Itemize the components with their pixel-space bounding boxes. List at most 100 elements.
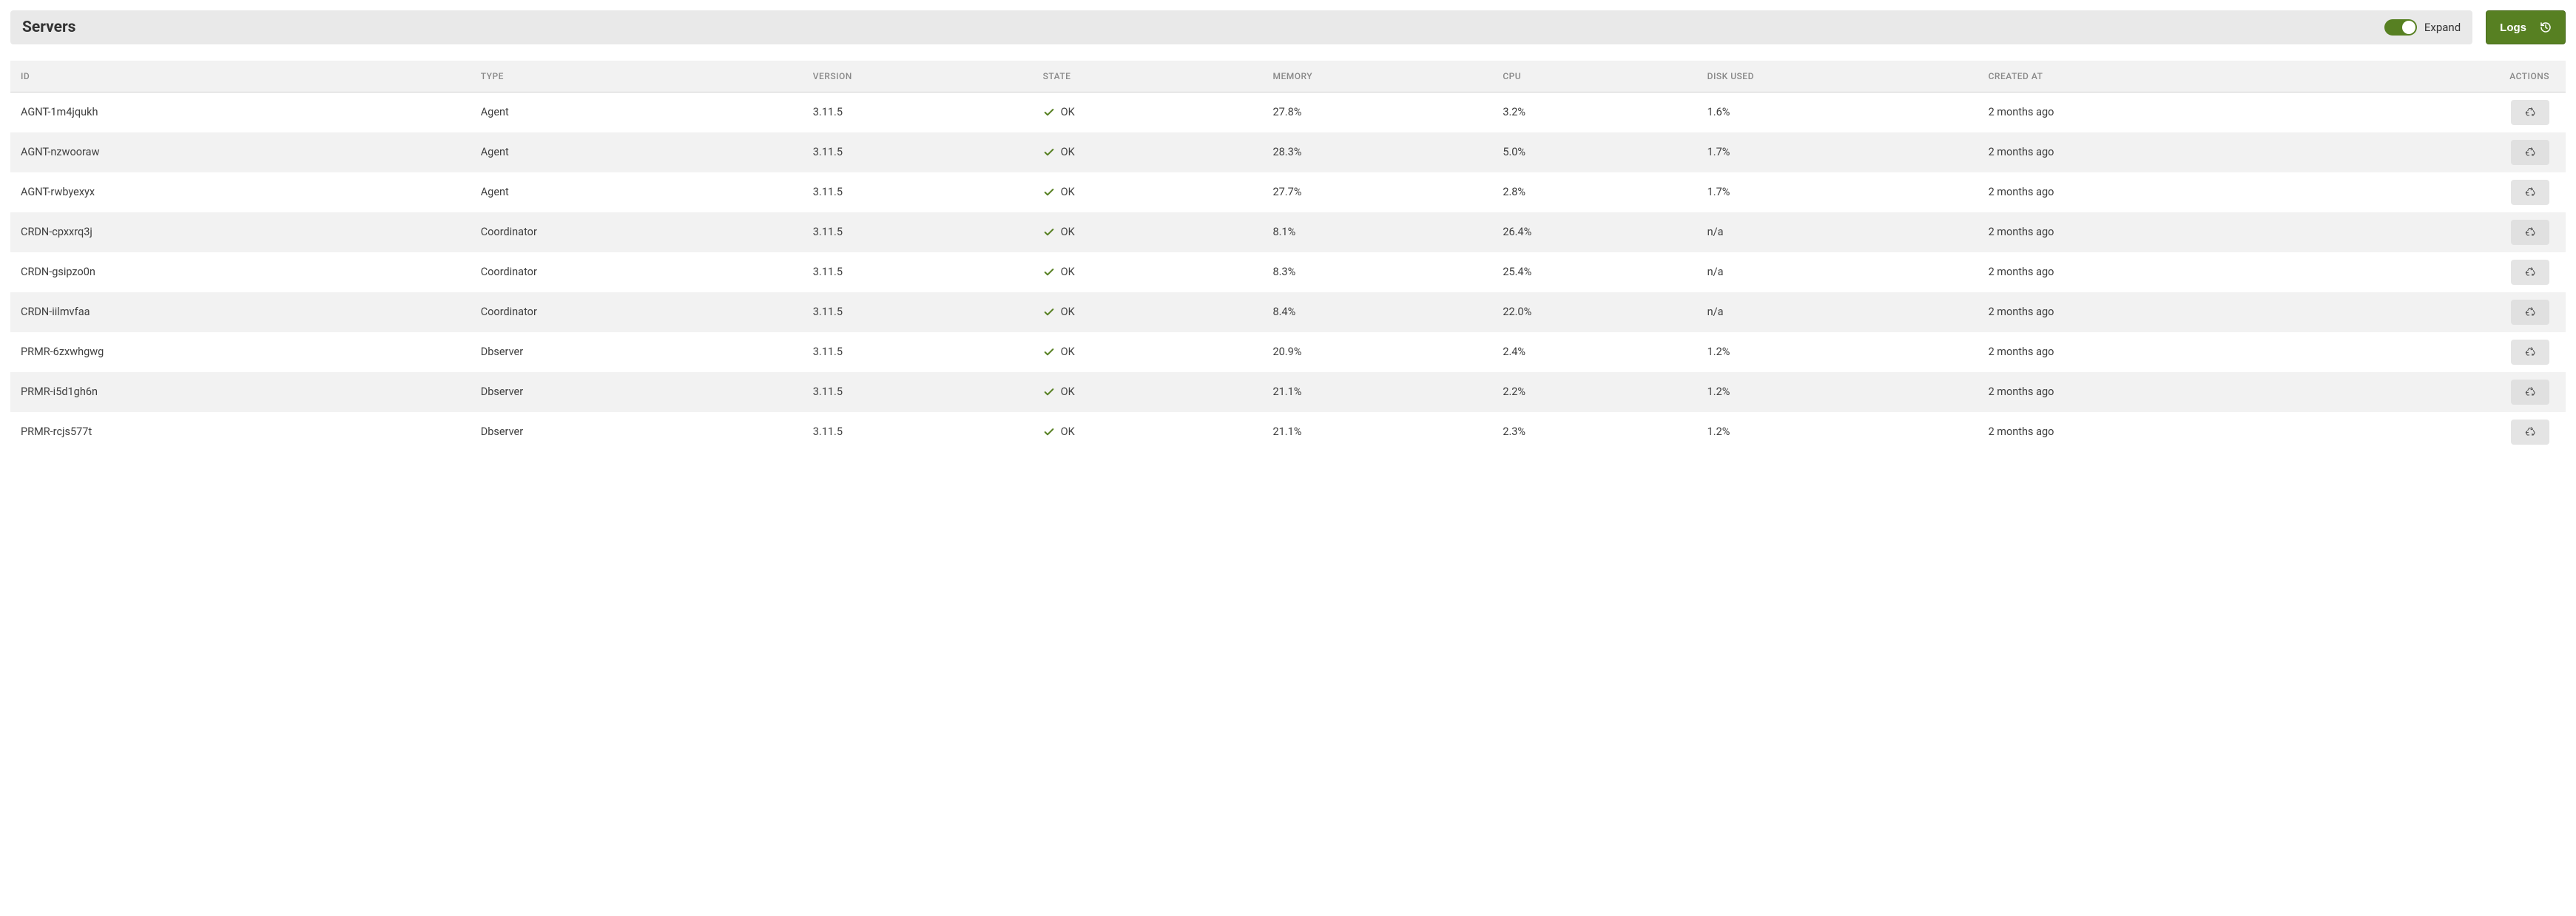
toggle-knob xyxy=(2402,21,2415,34)
page-title: Servers xyxy=(22,18,75,36)
col-header-memory[interactable]: MEMORY xyxy=(1262,61,1492,92)
cell-memory: 8.1% xyxy=(1262,212,1492,252)
table-row: PRMR-6zxwhgwgDbserver3.11.5OK20.9%2.4%1.… xyxy=(10,332,2566,372)
state-text: OK xyxy=(1061,346,1075,358)
recycle-button[interactable] xyxy=(2511,140,2549,165)
cell-state: OK xyxy=(1033,412,1263,452)
cell-state: OK xyxy=(1033,172,1263,212)
table-header: ID TYPE VERSION STATE MEMORY CPU DISK US… xyxy=(10,61,2566,92)
cell-memory: 8.3% xyxy=(1262,252,1492,292)
cell-actions xyxy=(2361,252,2566,292)
recycle-button[interactable] xyxy=(2511,420,2549,445)
expand-toggle[interactable] xyxy=(2384,19,2417,36)
cell-state: OK xyxy=(1033,252,1263,292)
table-row: CRDN-iilmvfaaCoordinator3.11.5OK8.4%22.0… xyxy=(10,292,2566,332)
cell-type: Agent xyxy=(471,132,803,172)
cell-state: OK xyxy=(1033,212,1263,252)
cell-cpu: 26.4% xyxy=(1492,212,1696,252)
col-header-disk[interactable]: DISK USED xyxy=(1697,61,1978,92)
col-header-cpu[interactable]: CPU xyxy=(1492,61,1696,92)
cell-cpu: 2.2% xyxy=(1492,372,1696,412)
title-bar: Servers Expand xyxy=(10,10,2472,44)
cell-type: Coordinator xyxy=(471,212,803,252)
recycle-icon xyxy=(2525,346,2536,357)
cell-created: 2 months ago xyxy=(1978,252,2361,292)
cell-created: 2 months ago xyxy=(1978,372,2361,412)
table-row: CRDN-gsipzo0nCoordinator3.11.5OK8.3%25.4… xyxy=(10,252,2566,292)
cell-memory: 20.9% xyxy=(1262,332,1492,372)
recycle-button[interactable] xyxy=(2511,100,2549,125)
check-icon xyxy=(1043,226,1055,238)
check-icon xyxy=(1043,266,1055,278)
recycle-icon xyxy=(2525,147,2536,158)
cell-id: PRMR-i5d1gh6n xyxy=(10,372,471,412)
cell-cpu: 2.8% xyxy=(1492,172,1696,212)
cell-id: PRMR-rcjs577t xyxy=(10,412,471,452)
recycle-button[interactable] xyxy=(2511,180,2549,205)
cell-id: PRMR-6zxwhgwg xyxy=(10,332,471,372)
recycle-icon xyxy=(2525,186,2536,198)
recycle-button[interactable] xyxy=(2511,300,2549,325)
check-icon xyxy=(1043,426,1055,438)
cell-version: 3.11.5 xyxy=(803,172,1033,212)
cell-state: OK xyxy=(1033,92,1263,132)
cell-actions xyxy=(2361,292,2566,332)
recycle-button[interactable] xyxy=(2511,260,2549,285)
cell-version: 3.11.5 xyxy=(803,332,1033,372)
col-header-version[interactable]: VERSION xyxy=(803,61,1033,92)
cell-cpu: 3.2% xyxy=(1492,92,1696,132)
cell-disk: n/a xyxy=(1697,212,1978,252)
cell-memory: 21.1% xyxy=(1262,412,1492,452)
cell-state: OK xyxy=(1033,332,1263,372)
table-row: AGNT-1m4jqukhAgent3.11.5OK27.8%3.2%1.6%2… xyxy=(10,92,2566,132)
cell-disk: 1.6% xyxy=(1697,92,1978,132)
check-icon xyxy=(1043,386,1055,398)
state-text: OK xyxy=(1061,306,1075,318)
cell-memory: 8.4% xyxy=(1262,292,1492,332)
table-row: AGNT-nzwoorawAgent3.11.5OK28.3%5.0%1.7%2… xyxy=(10,132,2566,172)
check-icon xyxy=(1043,107,1055,118)
recycle-button[interactable] xyxy=(2511,380,2549,405)
recycle-button[interactable] xyxy=(2511,220,2549,245)
cell-type: Coordinator xyxy=(471,292,803,332)
cell-disk: 1.7% xyxy=(1697,132,1978,172)
expand-toggle-group: Expand xyxy=(2384,19,2461,36)
cell-disk: 1.2% xyxy=(1697,412,1978,452)
cell-version: 3.11.5 xyxy=(803,252,1033,292)
cell-type: Dbserver xyxy=(471,372,803,412)
cell-id: CRDN-iilmvfaa xyxy=(10,292,471,332)
recycle-icon xyxy=(2525,107,2536,118)
cell-disk: n/a xyxy=(1697,252,1978,292)
cell-actions xyxy=(2361,92,2566,132)
state-text: OK xyxy=(1061,425,1075,438)
recycle-icon xyxy=(2525,426,2536,437)
cell-state: OK xyxy=(1033,132,1263,172)
cell-version: 3.11.5 xyxy=(803,92,1033,132)
cell-cpu: 2.3% xyxy=(1492,412,1696,452)
col-header-created[interactable]: CREATED AT xyxy=(1978,61,2361,92)
cell-state: OK xyxy=(1033,292,1263,332)
cell-created: 2 months ago xyxy=(1978,292,2361,332)
col-header-state[interactable]: STATE xyxy=(1033,61,1263,92)
cell-created: 2 months ago xyxy=(1978,212,2361,252)
cell-memory: 28.3% xyxy=(1262,132,1492,172)
cell-version: 3.11.5 xyxy=(803,412,1033,452)
cell-id: AGNT-1m4jqukh xyxy=(10,92,471,132)
table-row: PRMR-i5d1gh6nDbserver3.11.5OK21.1%2.2%1.… xyxy=(10,372,2566,412)
cell-memory: 27.8% xyxy=(1262,92,1492,132)
check-icon xyxy=(1043,346,1055,358)
cell-type: Agent xyxy=(471,92,803,132)
recycle-icon xyxy=(2525,306,2536,317)
cell-actions xyxy=(2361,212,2566,252)
header-bar: Servers Expand Logs xyxy=(10,10,2566,44)
recycle-button[interactable] xyxy=(2511,340,2549,365)
cell-created: 2 months ago xyxy=(1978,132,2361,172)
servers-table: ID TYPE VERSION STATE MEMORY CPU DISK US… xyxy=(10,61,2566,452)
cell-created: 2 months ago xyxy=(1978,332,2361,372)
state-text: OK xyxy=(1061,266,1075,278)
col-header-type[interactable]: TYPE xyxy=(471,61,803,92)
cell-version: 3.11.5 xyxy=(803,132,1033,172)
col-header-id[interactable]: ID xyxy=(10,61,471,92)
cell-disk: n/a xyxy=(1697,292,1978,332)
logs-button[interactable]: Logs xyxy=(2486,10,2566,44)
